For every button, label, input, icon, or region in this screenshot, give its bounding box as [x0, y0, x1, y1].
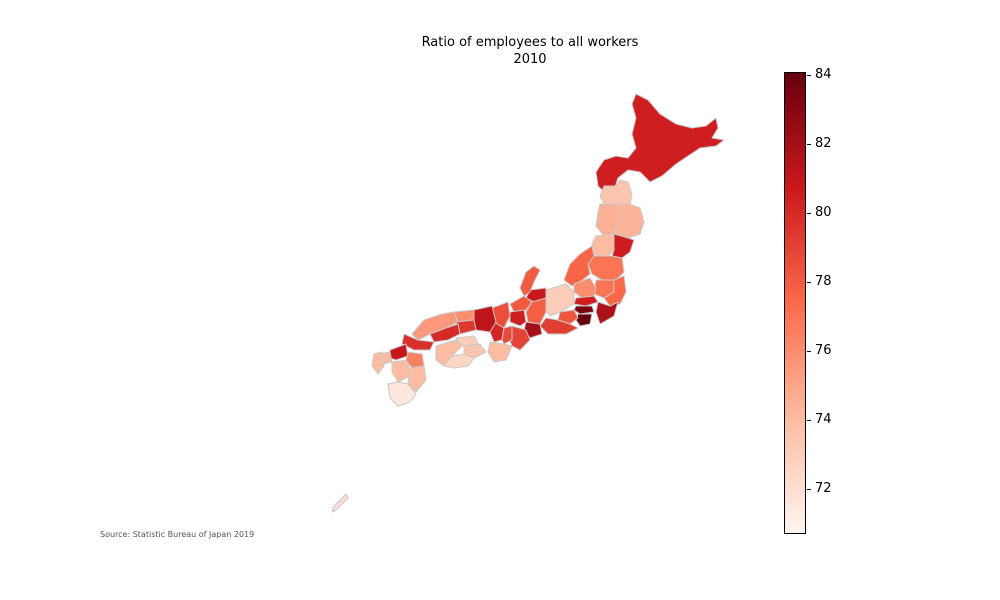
colorbar	[784, 72, 806, 534]
prefecture-akita	[595, 203, 619, 237]
prefecture-kagoshima	[387, 381, 417, 407]
prefecture-saitama	[573, 295, 599, 307]
prefecture-fukuoka	[389, 343, 409, 361]
prefecture-chiba	[595, 301, 619, 325]
prefecture-wakayama	[487, 341, 513, 363]
prefecture-shiga	[509, 309, 527, 327]
prefecture-okinawa	[331, 493, 349, 513]
colorbar-tick-82: 82	[807, 137, 832, 151]
prefecture-fukui	[509, 295, 533, 313]
prefecture-kochi	[443, 353, 475, 369]
prefecture-kumamoto	[391, 359, 411, 383]
colorbar-tick-74: 74	[807, 413, 832, 427]
prefecture-yamanashi	[557, 309, 579, 325]
prefecture-miyazaki	[407, 365, 427, 393]
prefecture-tokyo	[573, 305, 595, 315]
prefecture-niigata	[563, 245, 595, 287]
prefecture-hokkaido	[595, 93, 725, 195]
prefecture-nagasaki	[371, 351, 385, 375]
colorbar-tick-78: 78	[807, 275, 832, 289]
colorbar-tick-84: 84	[807, 68, 832, 82]
map-title: Ratio of employees to all workers 2010	[330, 34, 730, 68]
source-note: Source: Statistic Bureau of Japan 2019	[100, 530, 255, 539]
colorbar-tick-72: 72	[807, 482, 832, 496]
prefecture-kanagawa	[575, 313, 593, 327]
prefecture-ishikawa	[519, 265, 541, 297]
prefecture-yamaguchi	[401, 333, 435, 351]
prefecture-nara	[501, 325, 513, 345]
map-title-line1: Ratio of employees to all workers	[421, 35, 639, 50]
prefecture-yamagata	[591, 233, 615, 259]
map-title-line2: 2010	[513, 52, 547, 67]
colorbar-tick-76: 76	[807, 344, 832, 358]
prefecture-aichi	[523, 321, 543, 339]
prefecture-fukushima	[587, 255, 625, 281]
prefecture-shizuoka	[539, 317, 579, 335]
colorbar-tick-80: 80	[807, 206, 832, 220]
prefecture-aomori	[599, 179, 633, 205]
